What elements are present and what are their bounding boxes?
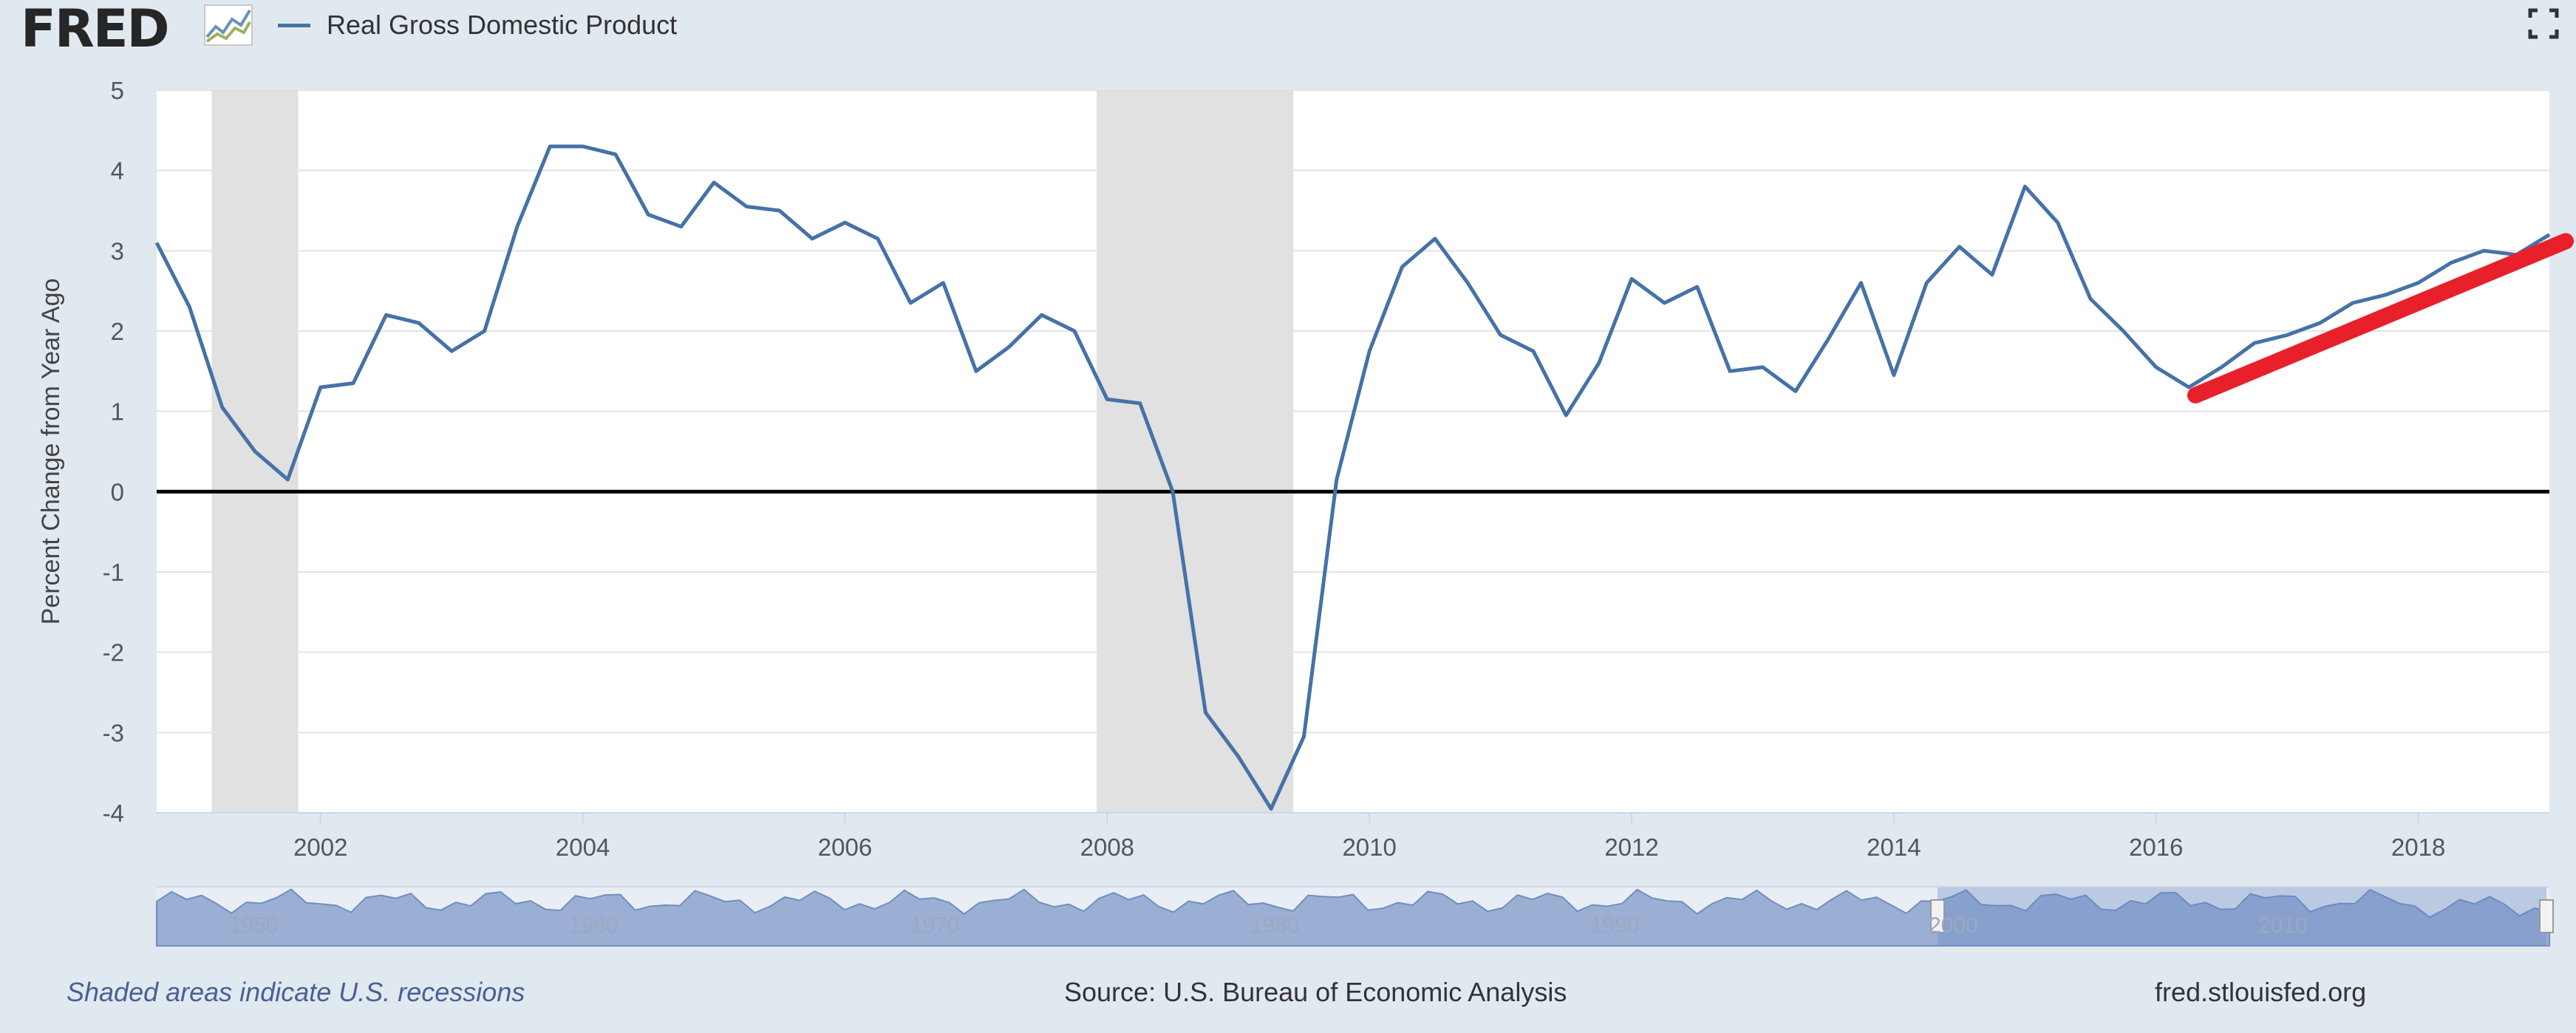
navigator-left-handle[interactable] — [1930, 899, 1945, 933]
y-tick-label: -4 — [103, 800, 124, 827]
series-line-real-gdp — [154, 144, 2551, 811]
x-tick-label: 2002 — [293, 833, 347, 861]
x-tick-label: 2004 — [556, 833, 610, 861]
x-tick-label: 2014 — [1867, 833, 1921, 861]
navigator-tick-label: 1960 — [569, 913, 619, 938]
x-tick-label: 2016 — [2129, 833, 2183, 861]
chart-header: FRED Real Gross Domestic Product — [0, 0, 2576, 59]
y-tick-label: 3 — [111, 237, 124, 265]
source-credit: Source: U.S. Bureau of Economic Analysis — [1064, 977, 1567, 1007]
x-tick-label: 2018 — [2391, 833, 2445, 861]
navigator-tick-label: 2000 — [1929, 913, 1978, 938]
trend-annotation-line — [2187, 233, 2574, 403]
legend-series-swatch — [278, 23, 310, 27]
x-tick-label: 2006 — [818, 833, 872, 861]
plot-background — [157, 90, 2549, 813]
navigator-series-area — [156, 888, 2550, 947]
recession-band — [1097, 90, 1294, 813]
y-tick-label: 4 — [111, 157, 124, 185]
y-tick-label: -2 — [103, 639, 124, 666]
y-tick-label: 5 — [111, 77, 124, 104]
x-tick-label: 2008 — [1080, 833, 1134, 861]
legend-series-label: Real Gross Domestic Product — [327, 10, 678, 40]
navigator-tick-label: 1980 — [1250, 913, 1300, 938]
navigator-tick-label: 1970 — [910, 913, 960, 938]
x-tick-label: 2010 — [1342, 833, 1396, 861]
fred-logo[interactable]: FRED — [21, 0, 170, 59]
navigator-tick-label: 1990 — [1590, 913, 1640, 938]
navigator-tick-label: 2010 — [2258, 913, 2308, 938]
y-tick-label: 0 — [111, 478, 124, 505]
site-url[interactable]: fred.stlouisfed.org — [2155, 977, 2367, 1007]
y-tick-label: 2 — [111, 318, 124, 345]
y-tick-label: 1 — [111, 398, 124, 426]
y-tick-label: -1 — [103, 559, 124, 586]
x-tick-label: 2012 — [1604, 833, 1658, 861]
fullscreen-icon[interactable] — [2527, 7, 2560, 40]
recession-note: Shaded areas indicate U.S. recessions — [67, 977, 525, 1007]
chart-legend[interactable]: Real Gross Domestic Product — [278, 6, 677, 44]
y-axis-title: Percent Change from Year Ago — [37, 279, 65, 625]
y-tick-label: -3 — [103, 719, 124, 746]
navigator-tick-label: 1950 — [229, 913, 279, 938]
navigator-right-handle[interactable] — [2539, 899, 2554, 933]
line-graph-icon — [204, 4, 253, 46]
navigator-selected-range — [1938, 887, 2546, 946]
